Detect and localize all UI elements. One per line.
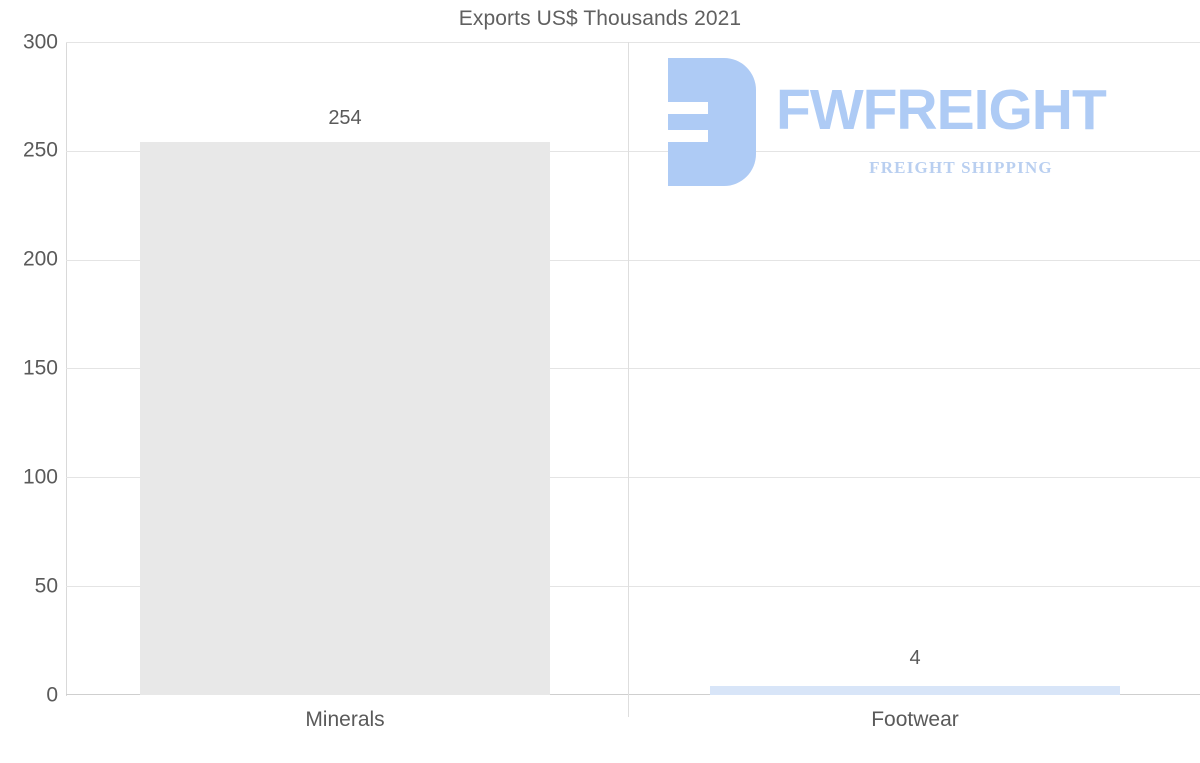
gridline-50 <box>66 586 1200 587</box>
y-tick-label: 100 <box>22 465 58 489</box>
y-tick-label: 250 <box>22 138 58 162</box>
x-axis-label-minerals: Minerals <box>305 708 385 731</box>
bar-footwear[interactable] <box>710 686 1120 695</box>
bar-value-label-minerals: 254 <box>328 107 362 129</box>
gridline-300 <box>66 42 1200 43</box>
gridline-150 <box>66 368 1200 369</box>
y-tick-label: 150 <box>22 356 58 380</box>
y-tick-label: 300 <box>22 30 58 54</box>
y-axis-line <box>66 42 67 696</box>
bar-value-label-footwear: 4 <box>909 647 921 669</box>
gridline-200 <box>66 260 1200 261</box>
y-tick-label: 0 <box>46 683 58 707</box>
y-tick-label: 50 <box>34 574 58 598</box>
y-tick-label: 200 <box>22 247 58 271</box>
chart-title: Exports US$ Thousands 2021 <box>458 7 742 30</box>
gridline-100 <box>66 477 1200 478</box>
plot-area <box>66 42 1200 695</box>
gridline-0-baseline <box>66 694 1200 695</box>
bar-minerals[interactable] <box>140 142 550 695</box>
category-divider <box>628 42 629 717</box>
x-axis-label-footwear: Footwear <box>871 708 959 731</box>
y-axis-tick-labels: 300 250 200 150 100 50 0 <box>0 0 58 763</box>
gridline-250 <box>66 151 1200 152</box>
